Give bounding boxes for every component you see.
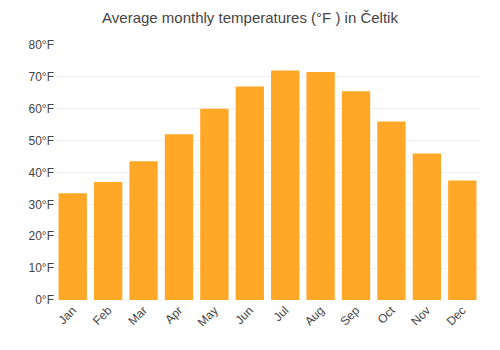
svg-text:Nov: Nov (408, 303, 433, 328)
svg-text:Apr: Apr (162, 303, 185, 326)
svg-text:Mar: Mar (125, 303, 150, 328)
svg-text:Feb: Feb (90, 303, 115, 328)
svg-text:May: May (195, 303, 221, 329)
svg-text:Sep: Sep (337, 303, 362, 328)
svg-text:70°F: 70°F (29, 70, 54, 84)
svg-text:Oct: Oct (375, 303, 399, 327)
svg-text:Aug: Aug (302, 303, 327, 328)
svg-text:30°F: 30°F (29, 198, 54, 212)
svg-text:0°F: 0°F (35, 293, 54, 307)
svg-text:Average monthly temperatures (: Average monthly temperatures (°F ) in Če… (102, 9, 398, 26)
svg-text:50°F: 50°F (29, 134, 54, 148)
svg-text:60°F: 60°F (29, 102, 54, 116)
svg-text:Jun: Jun (233, 303, 257, 327)
svg-text:Dec: Dec (444, 303, 469, 328)
svg-text:10°F: 10°F (29, 261, 54, 275)
svg-text:Jul: Jul (271, 303, 292, 324)
svg-text:20°F: 20°F (29, 229, 54, 243)
svg-text:40°F: 40°F (29, 166, 54, 180)
svg-text:Jan: Jan (55, 303, 79, 327)
svg-text:80°F: 80°F (29, 38, 54, 52)
